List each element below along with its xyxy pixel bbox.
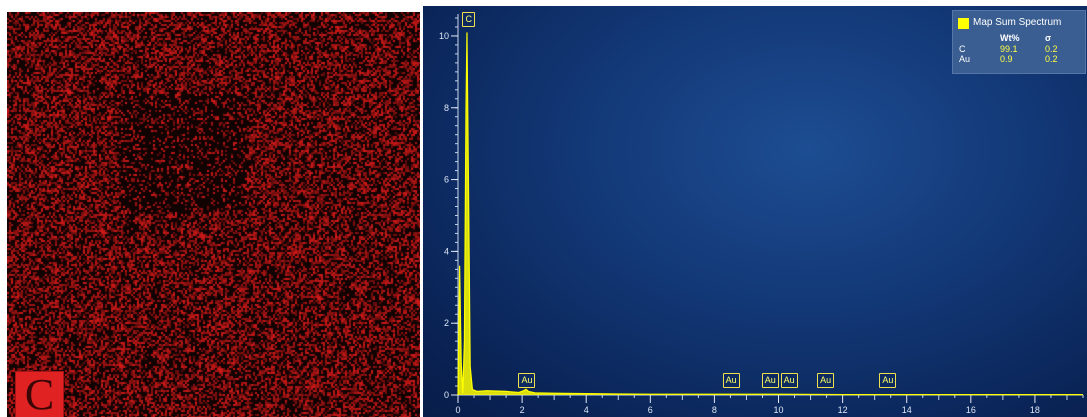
- legend-row-element: Au: [959, 54, 971, 64]
- legend-row-wt: 0.9: [1000, 54, 1013, 64]
- legend-row-element: C: [959, 44, 966, 54]
- legend-title: Map Sum Spectrum: [973, 17, 1062, 28]
- spectrum-panel: 0 2 4 6 8 10 0 2 4 6 8 10 12 14 16 18 C Au Au Au Au Au Au Map…: [423, 6, 1087, 417]
- element-map-image: [7, 12, 420, 417]
- spectrum-fill: [458, 32, 1083, 395]
- peak-tag-au[interactable]: Au: [817, 373, 835, 388]
- legend-header-wt: Wt%: [1000, 33, 1020, 43]
- x-tick-label: 8: [712, 405, 717, 415]
- peak-tag-au[interactable]: Au: [518, 373, 536, 388]
- peak-tag-au[interactable]: Au: [780, 373, 798, 388]
- peak-tag-au[interactable]: Au: [722, 373, 740, 388]
- x-tick-label: 10: [774, 405, 784, 415]
- y-tick-label: 6: [444, 175, 449, 185]
- legend-row-sigma: 0.2: [1045, 54, 1058, 64]
- x-tick-label: 14: [902, 405, 912, 415]
- x-tick-label: 4: [584, 405, 589, 415]
- y-tick-label: 10: [439, 31, 449, 41]
- peak-tag-au[interactable]: Au: [761, 373, 779, 388]
- legend-row-wt: 99.1: [1000, 44, 1018, 54]
- legend-swatch: [958, 18, 969, 29]
- y-tick-label: 0: [444, 390, 449, 400]
- y-tick-label: 4: [444, 246, 449, 256]
- y-tick-label: 8: [444, 103, 449, 113]
- element-label-text: C: [24, 370, 55, 417]
- spectrum-series-line: [457, 32, 1083, 396]
- peak-tag-au[interactable]: Au: [879, 373, 897, 388]
- legend-row-sigma: 0.2: [1045, 44, 1058, 54]
- element-label-tile: C: [15, 371, 64, 417]
- peak-tag-c[interactable]: C: [462, 12, 475, 27]
- x-tick-label: 16: [966, 405, 976, 415]
- x-tick-label: 2: [520, 405, 525, 415]
- x-tick-label: 12: [838, 405, 848, 415]
- spectrum-chart: 0 2 4 6 8 10 0 2 4 6 8 10 12 14 16 18: [439, 14, 1084, 415]
- x-tick-label: 6: [648, 405, 653, 415]
- spectrum-legend: Map Sum Spectrum Wt% σ C 99.1 0.2 Au 0.9…: [952, 10, 1086, 74]
- legend-header-sigma: σ: [1045, 33, 1052, 43]
- x-tick-label: 0: [455, 405, 460, 415]
- y-tick-label: 2: [444, 318, 449, 328]
- element-map-panel: C: [7, 12, 420, 417]
- x-tick-label: 18: [1030, 405, 1040, 415]
